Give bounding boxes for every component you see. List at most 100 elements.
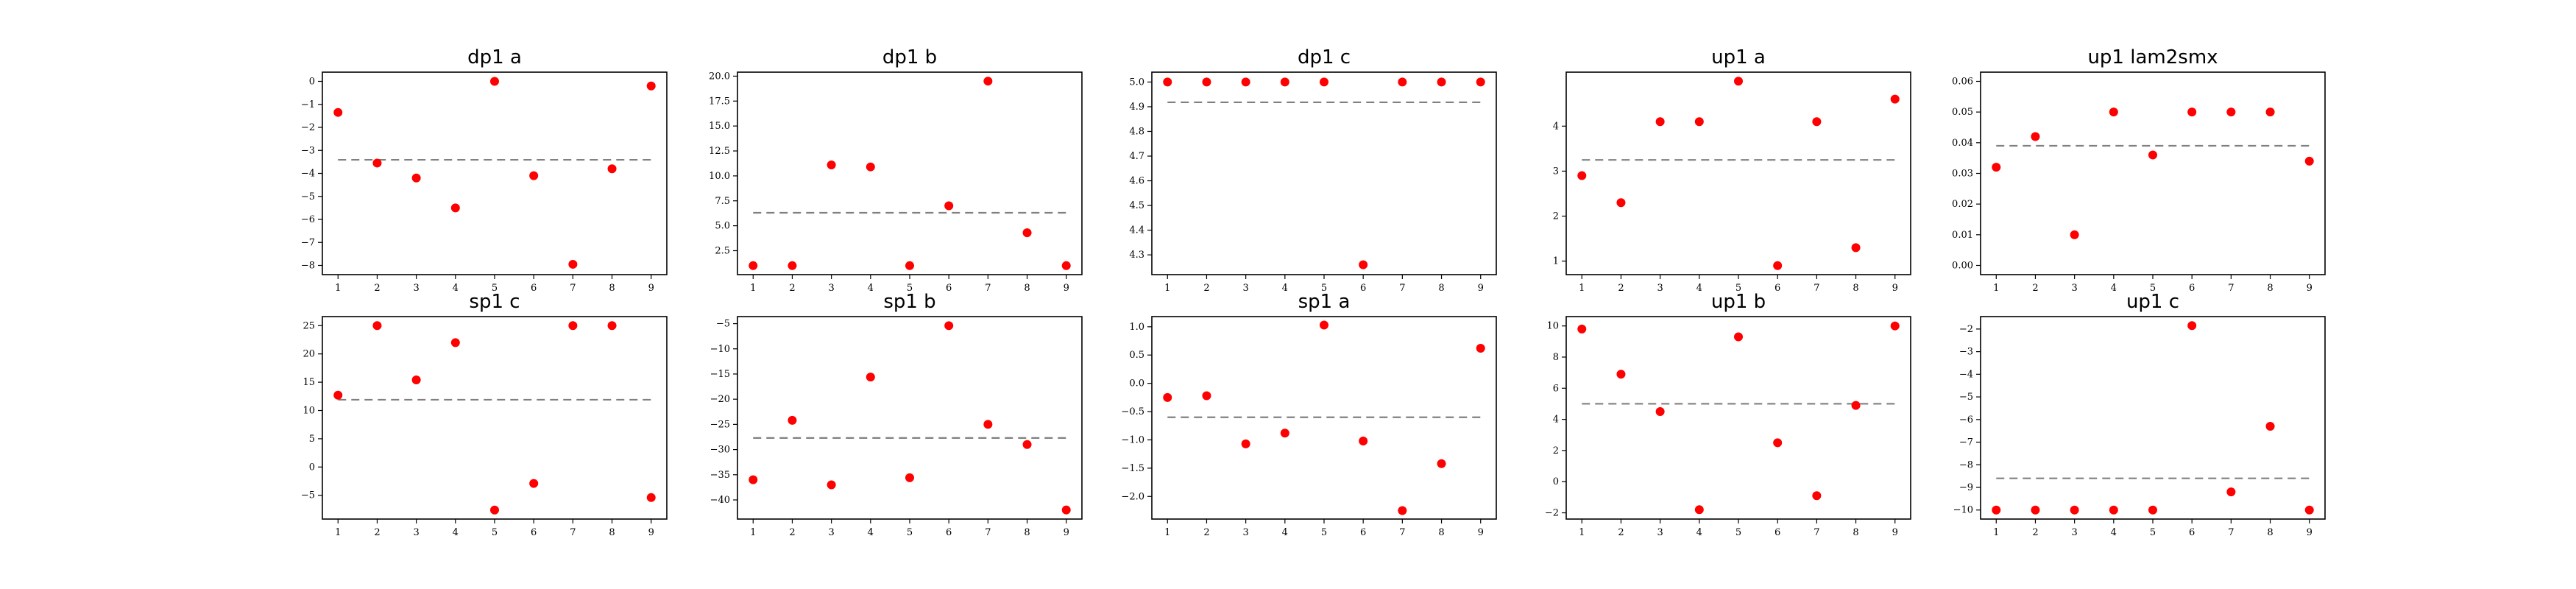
panel-2: dp1 c 4.3 4.4 4.5 4.6 4.7 4.8 4.9 5.0 1 2 3 4 5 6 7 8 9 xyxy=(1129,46,1497,294)
data-point xyxy=(788,261,797,270)
x-tick-label: 8 xyxy=(1024,527,1030,538)
y-tick-label: 20 xyxy=(302,349,315,360)
x-tick-label: 9 xyxy=(1478,283,1484,294)
data-point xyxy=(2031,505,2040,515)
data-point xyxy=(1163,77,1172,87)
data-point xyxy=(1616,370,1626,379)
data-point xyxy=(905,473,914,482)
data-point xyxy=(2109,505,2118,515)
x-tick-label: 8 xyxy=(1853,527,1858,538)
y-tick-label: 0.03 xyxy=(1952,169,1973,180)
x-tick-label: 6 xyxy=(2189,283,2195,294)
data-point xyxy=(1812,491,1822,501)
x-tick-label: 2 xyxy=(2032,283,2038,294)
x-tick-label: 2 xyxy=(1618,527,1624,538)
data-point xyxy=(1616,198,1626,208)
panel-1: dp1 b 2.5 5.0 7.5 10.0 12.5 15.0 17.5 20.0 1 2 3 4 5 6… xyxy=(709,46,1083,294)
y-tick-label: 5.0 xyxy=(1129,77,1144,88)
data-point xyxy=(905,261,914,270)
y-tick-label: 10.0 xyxy=(709,171,730,182)
x-tick-label: 9 xyxy=(648,527,654,538)
x-tick-label: 4 xyxy=(1696,283,1702,294)
panel-title: sp1 b xyxy=(883,291,935,313)
x-tick-label: 3 xyxy=(2071,283,2077,294)
x-tick-label: 7 xyxy=(1399,283,1405,294)
x-tick-label: 9 xyxy=(2307,283,2313,294)
panel-7: sp1 a 1.0 0.5 0.0 −0.5 −1.0 −1.5 −2.0 1 2 3 4 5 6 7 8 9 xyxy=(1121,291,1497,538)
x-tick-label: 6 xyxy=(531,527,537,538)
x-tick-label: 1 xyxy=(1993,283,1999,294)
x-tick-label: 1 xyxy=(1993,527,1999,538)
y-tick-label: −1.0 xyxy=(1121,434,1144,445)
x-tick-label: 2 xyxy=(789,283,795,294)
x-tick-label: 1 xyxy=(750,527,756,538)
y-tick-label: −4 xyxy=(301,169,315,180)
data-point xyxy=(1241,439,1250,448)
data-point xyxy=(1022,440,1032,449)
data-point xyxy=(1992,505,2001,515)
y-tick-label: −35 xyxy=(710,470,730,481)
y-tick-label: 0 xyxy=(309,462,315,473)
data-point xyxy=(1241,77,1250,87)
x-tick-label: 6 xyxy=(2189,527,2195,538)
x-tick-label: 7 xyxy=(570,283,576,294)
data-point xyxy=(411,173,421,183)
x-tick-label: 4 xyxy=(453,283,459,294)
y-tick-label: 3 xyxy=(1553,166,1559,177)
data-point xyxy=(1851,401,1861,410)
data-point xyxy=(1734,332,1743,342)
data-point xyxy=(1773,261,1783,270)
axes-frame xyxy=(1151,71,1497,275)
x-tick-label: 8 xyxy=(609,527,615,538)
y-tick-label: 0.05 xyxy=(1952,107,1973,118)
data-point xyxy=(333,390,343,400)
y-tick-label: −5 xyxy=(301,490,315,501)
data-point xyxy=(1398,77,1407,87)
y-tick-label: −0.5 xyxy=(1121,406,1144,417)
data-point xyxy=(490,77,499,86)
x-tick-label: 4 xyxy=(1696,527,1702,538)
y-tick-label: −2 xyxy=(1959,324,1973,335)
data-point xyxy=(983,420,993,429)
y-tick-label: −8 xyxy=(1959,459,1973,470)
y-tick-label: −7 xyxy=(1959,437,1973,448)
panel-title: up1 lam2smx xyxy=(2087,46,2218,68)
x-tick-label: 6 xyxy=(531,283,537,294)
data-point xyxy=(1163,392,1172,402)
y-tick-label: −20 xyxy=(710,394,730,405)
y-tick-label: 2 xyxy=(1553,445,1559,456)
x-tick-label: 3 xyxy=(2071,527,2077,538)
data-point xyxy=(2070,505,2079,515)
y-tick-label: −4 xyxy=(1959,369,1973,380)
x-tick-label: 9 xyxy=(648,283,654,294)
y-tick-label: 10 xyxy=(302,406,315,417)
x-tick-label: 7 xyxy=(2228,283,2234,294)
panel-title: sp1 c xyxy=(469,291,520,313)
x-tick-label: 6 xyxy=(1774,283,1780,294)
y-tick-label: −2 xyxy=(1545,508,1559,519)
data-point xyxy=(944,321,954,331)
panel-4: up1 lam2smx 0.00 0.01 0.02 0.03 0.04 0.05 0.06 1… xyxy=(1952,46,2326,294)
data-point xyxy=(983,77,993,86)
y-tick-label: 0.0 xyxy=(1129,378,1144,389)
x-tick-label: 5 xyxy=(1321,283,1327,294)
data-point xyxy=(2265,422,2275,431)
x-tick-label: 9 xyxy=(1478,527,1484,538)
panel-title: up1 a xyxy=(1711,46,1766,68)
y-tick-label: 4 xyxy=(1553,121,1559,132)
data-point xyxy=(372,158,382,168)
data-point xyxy=(1476,344,1485,353)
y-tick-label: −6 xyxy=(301,214,315,225)
panel-title: dp1 c xyxy=(1298,46,1351,68)
y-tick-label: 0.00 xyxy=(1952,261,1973,272)
y-tick-label: 2 xyxy=(1553,211,1559,222)
data-point xyxy=(1061,505,1071,515)
axes-frame xyxy=(737,71,1083,275)
x-tick-label: 3 xyxy=(1657,283,1663,294)
y-tick-label: 4.6 xyxy=(1129,176,1144,187)
y-tick-label: −5 xyxy=(1959,392,1973,403)
x-tick-label: 9 xyxy=(1064,527,1069,538)
data-point xyxy=(1694,117,1704,127)
y-tick-label: −1 xyxy=(301,99,315,110)
